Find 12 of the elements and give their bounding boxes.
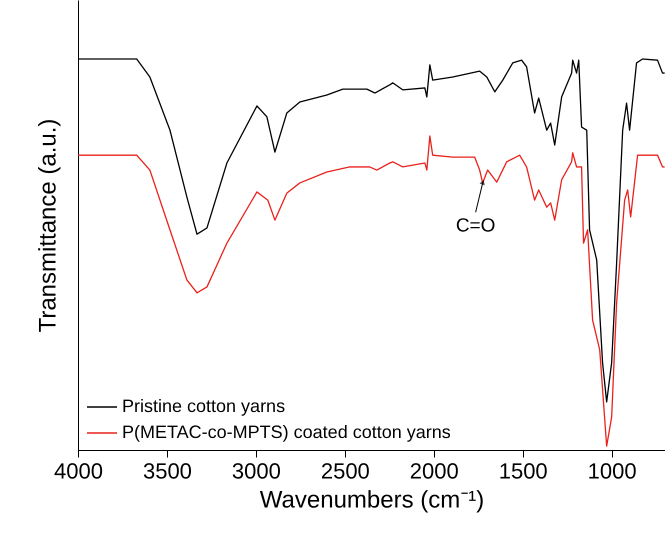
x-tick-label: 2500 xyxy=(320,458,370,484)
x-axis-title: Wavenumbers (cm⁻¹) xyxy=(260,486,484,514)
legend-label: Pristine cotton yarns xyxy=(122,396,286,416)
y-axis-title: Transmittance (a.u.) xyxy=(34,118,62,332)
x-tick-label: 3000 xyxy=(232,458,281,484)
legend-label: P(METAC-co-MPTS) coated cotton yarns xyxy=(122,422,451,442)
annotation: C=O xyxy=(456,215,496,236)
x-tick-label: 1500 xyxy=(498,458,548,484)
x-tick-label: 1000 xyxy=(588,458,637,484)
x-tick-label: 2000 xyxy=(410,458,459,484)
x-tick-label: 4000 xyxy=(54,458,103,484)
x-tick-label: 3500 xyxy=(142,458,192,484)
